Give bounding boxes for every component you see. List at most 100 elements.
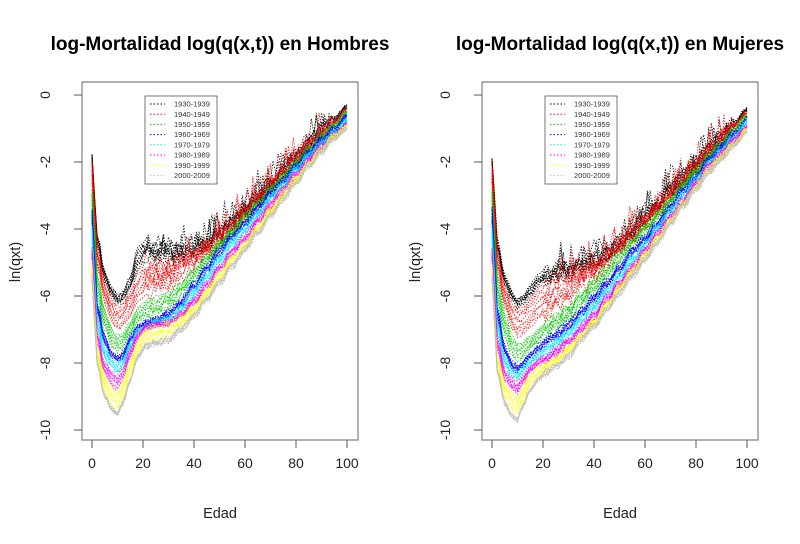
series-line xyxy=(91,109,348,328)
x-tick-label: 100 xyxy=(335,455,359,471)
y-tick-label: -4 xyxy=(37,223,53,236)
series-line xyxy=(91,122,348,390)
x-tick-label: 0 xyxy=(488,455,496,471)
series-line xyxy=(91,114,348,359)
series-line xyxy=(491,108,748,302)
series-line xyxy=(91,106,348,303)
legend-label: 1930-1939 xyxy=(174,100,210,109)
series-line xyxy=(491,107,748,303)
chart-title: log-Mortalidad log(q(x,t)) en Hombres xyxy=(51,34,390,55)
y-tick-label: 0 xyxy=(37,91,53,99)
x-tick-label: 40 xyxy=(186,455,202,471)
series-line xyxy=(91,127,348,416)
series-2000-2009 xyxy=(91,125,348,417)
series-line xyxy=(91,126,348,409)
series-line xyxy=(491,113,748,335)
series-line xyxy=(91,110,348,320)
y-tick-label: -6 xyxy=(437,290,453,303)
series-line xyxy=(91,120,348,367)
series-line xyxy=(491,110,748,301)
series-line xyxy=(491,116,748,360)
series-line xyxy=(91,123,348,381)
legend: 1930-19391940-19491950-19591960-19691970… xyxy=(144,95,218,185)
legend-label: 1970-1979 xyxy=(574,140,610,149)
series-line xyxy=(91,119,348,372)
series-1930-1939 xyxy=(91,103,348,304)
series-line xyxy=(491,128,748,406)
series-line xyxy=(91,113,348,350)
plot-area xyxy=(491,106,748,424)
x-axis-label: Edad xyxy=(603,506,637,522)
series-line xyxy=(91,124,348,397)
series-line xyxy=(491,111,748,315)
series-2000-2009 xyxy=(491,128,748,424)
legend: 1930-19391940-19491950-19591960-19691970… xyxy=(544,95,618,185)
series-line xyxy=(91,103,348,303)
y-axis-label: ln(qxt) xyxy=(8,242,24,282)
y-tick-label: -8 xyxy=(437,357,453,370)
legend-label: 1950-1959 xyxy=(574,120,610,129)
x-axis-label: Edad xyxy=(203,506,237,522)
series-line xyxy=(91,105,348,303)
y-tick-label: -6 xyxy=(37,290,53,303)
legend-label: 1980-1989 xyxy=(174,151,210,160)
series-line xyxy=(491,121,748,376)
series-line xyxy=(91,119,348,365)
x-tick-label: 40 xyxy=(586,455,602,471)
x-tick-label: 60 xyxy=(637,455,653,471)
y-tick-label: -8 xyxy=(37,357,53,370)
series-line xyxy=(491,131,748,422)
panel-mujeres: log-Mortalidad log(q(x,t)) en Mujeres Ed… xyxy=(408,34,784,522)
chart-title: log-Mortalidad log(q(x,t)) en Mujeres xyxy=(456,34,784,55)
y-axis-label: ln(qxt) xyxy=(408,242,424,282)
series-line xyxy=(91,126,348,417)
y-tick-label: -2 xyxy=(37,156,53,169)
series-line xyxy=(91,119,348,374)
series-line xyxy=(491,115,748,347)
legend-label: 1930-1939 xyxy=(574,100,610,109)
plot-frame xyxy=(481,81,759,441)
series-line xyxy=(91,106,348,300)
legend-label: 1970-1979 xyxy=(174,140,210,149)
series-line xyxy=(91,125,348,407)
y-tick-label: -10 xyxy=(37,420,53,440)
axes: 0 20 40 60 80 100 0 -2 -4 -6 -8 -10 xyxy=(37,91,359,471)
series-line xyxy=(91,110,348,324)
y-tick-label: 0 xyxy=(437,91,453,99)
legend-label: 1990-1999 xyxy=(174,161,210,170)
x-tick-label: 100 xyxy=(735,455,759,471)
series-line xyxy=(491,125,748,388)
legend-label: 2000-2009 xyxy=(174,171,210,180)
series-line xyxy=(491,127,748,392)
series-line xyxy=(91,129,348,415)
legend-label: 1990-1999 xyxy=(574,161,610,170)
legend-label: 2000-2009 xyxy=(574,171,610,180)
x-tick-label: 0 xyxy=(88,455,96,471)
series-line xyxy=(491,129,748,398)
series-line xyxy=(91,107,348,310)
legend-label: 1960-1969 xyxy=(174,130,210,139)
x-tick-label: 20 xyxy=(535,455,551,471)
x-tick-label: 80 xyxy=(688,455,704,471)
series-line xyxy=(91,126,348,415)
plot-frame xyxy=(81,81,359,441)
series-line xyxy=(91,121,348,388)
series-line xyxy=(491,121,748,380)
series-line xyxy=(491,115,748,360)
series-line xyxy=(491,113,748,330)
legend-box xyxy=(544,95,618,185)
plot-area xyxy=(91,103,348,417)
series-line xyxy=(491,114,748,352)
series-line xyxy=(491,124,748,387)
series-line xyxy=(91,107,347,301)
legend-label: 1950-1959 xyxy=(174,120,210,129)
series-line xyxy=(491,114,747,339)
series-line xyxy=(491,115,748,363)
y-tick-label: -10 xyxy=(437,420,453,440)
legend-label: 1980-1989 xyxy=(574,151,610,160)
series-line xyxy=(491,108,748,307)
series-line xyxy=(91,114,348,355)
series-line xyxy=(491,119,748,375)
series-line xyxy=(491,115,748,353)
